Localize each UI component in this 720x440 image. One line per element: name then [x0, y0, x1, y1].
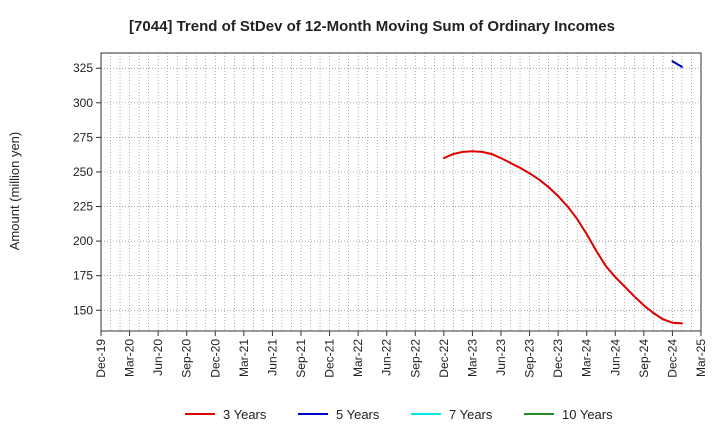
x-tick-label: Mar-23 [465, 339, 479, 377]
y-tick-label: 150 [73, 303, 93, 317]
y-tick-label: 175 [73, 269, 93, 283]
x-tick-label: Dec-24 [665, 339, 679, 378]
x-tick-label: Dec-21 [323, 339, 337, 378]
x-tick-label: Mar-25 [694, 339, 708, 377]
x-tick-label: Sep-23 [523, 339, 537, 378]
legend-label-10-years: 10 Years [562, 407, 613, 422]
y-tick-label: 275 [73, 130, 93, 144]
x-tick-label: Sep-22 [408, 339, 422, 378]
y-tick-label: 250 [73, 165, 93, 179]
x-tick-label: Mar-24 [580, 339, 594, 377]
plot-border [100, 52, 702, 332]
x-tick-label: Jun-22 [380, 339, 394, 376]
x-tick-label: Jun-23 [494, 339, 508, 376]
x-tick-label: Dec-22 [437, 339, 451, 378]
x-tick-label: Mar-22 [351, 339, 365, 377]
x-tick-label: Jun-24 [608, 339, 622, 376]
y-tick-label: 300 [73, 96, 93, 110]
series-line-3-years [442, 150, 683, 325]
legend-label-3-years: 3 Years [223, 407, 267, 422]
x-tick-label: Jun-20 [151, 339, 165, 376]
x-tick-label: Sep-24 [637, 339, 651, 378]
series-line-5-years [671, 60, 683, 68]
y-tick-label: 200 [73, 234, 93, 248]
y-tick-label: 225 [73, 200, 93, 214]
x-tick-label: Dec-20 [208, 339, 222, 378]
x-tick-label: Jun-21 [265, 339, 279, 376]
y-tick-label: 325 [73, 61, 93, 75]
x-tick-label: Mar-21 [237, 339, 251, 377]
y-axis-label: Amount (million yen) [7, 132, 22, 251]
legend-label-5-years: 5 Years [336, 407, 380, 422]
legend-label-7-years: 7 Years [449, 407, 493, 422]
x-tick-label: Mar-20 [123, 339, 137, 377]
x-tick-label: Sep-21 [294, 339, 308, 378]
x-tick-label: Dec-23 [551, 339, 565, 378]
x-tick-label: Dec-19 [94, 339, 108, 378]
x-tick-label: Sep-20 [180, 339, 194, 378]
chart-title: [7044] Trend of StDev of 12-Month Moving… [129, 18, 615, 35]
legend: 3 Years 5 Years 7 Years 10 Years [185, 407, 613, 422]
plot-area: 150 175 200 225 250 275 300 325 Dec-19 Mar-20 Jun-… [73, 52, 708, 378]
